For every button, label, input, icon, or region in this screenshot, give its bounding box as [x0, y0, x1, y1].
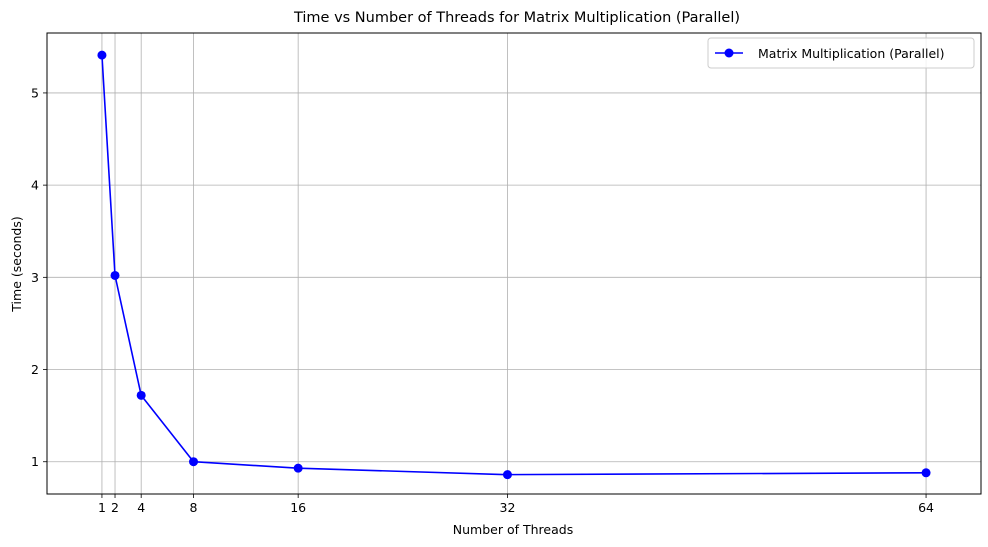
- data-series: [97, 50, 931, 480]
- y-axis-label: Time (seconds): [9, 216, 24, 312]
- y-tick-label: 4: [31, 178, 39, 193]
- y-tick-label: 3: [31, 270, 39, 285]
- legend-box: [707, 37, 975, 69]
- x-tick-label: 1: [98, 500, 106, 515]
- x-axis-ticks: 1 2 4 8 16 32 64: [98, 494, 934, 515]
- x-tick-label: 2: [111, 500, 119, 515]
- x-tick-label: 32: [500, 500, 516, 515]
- x-tick-label: 4: [137, 500, 145, 515]
- legend-label: Matrix Multiplication (Parallel): [758, 46, 945, 61]
- y-tick-label: 1: [31, 454, 39, 469]
- y-tick-label: 2: [31, 362, 39, 377]
- data-point: [97, 50, 107, 60]
- x-axis-label: Number of Threads: [453, 522, 573, 537]
- data-point: [110, 270, 120, 280]
- data-point: [921, 468, 931, 478]
- x-tick-label: 64: [918, 500, 934, 515]
- chart-title: Time vs Number of Threads for Matrix Mul…: [293, 10, 740, 26]
- y-tick-label: 5: [31, 85, 39, 100]
- grid-lines: [47, 33, 981, 494]
- x-tick-label: 8: [190, 500, 198, 515]
- data-point: [189, 457, 199, 467]
- axes-frame: [46, 32, 982, 495]
- legend-marker-swatch: [724, 48, 734, 58]
- legend: Matrix Multiplication (Parallel): [707, 37, 975, 69]
- data-point: [136, 390, 146, 400]
- data-point: [502, 470, 512, 480]
- x-tick-label: 16: [290, 500, 306, 515]
- data-point: [293, 463, 303, 473]
- y-axis-ticks: 1 2 3 4 5: [31, 85, 47, 469]
